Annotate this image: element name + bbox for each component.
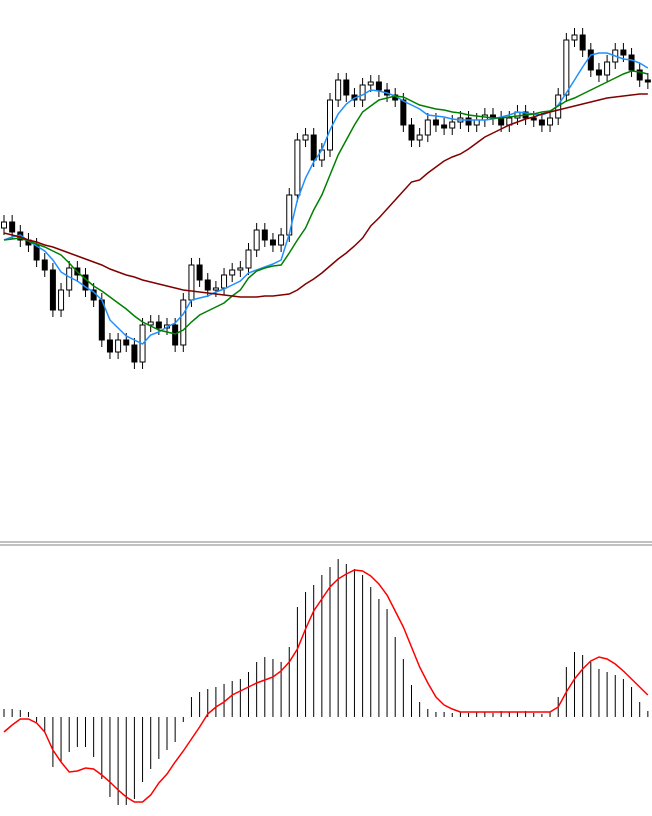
candle-body (123, 339, 130, 346)
candle-body (498, 117, 505, 126)
moving-average-line (3, 70, 649, 335)
candle-body (400, 99, 407, 126)
candle-body (644, 79, 651, 83)
candle-body (465, 117, 472, 126)
candle-body (302, 134, 309, 141)
candle-body (180, 299, 187, 346)
candle-body (221, 274, 228, 289)
candle-body (188, 264, 195, 301)
candle-body (204, 279, 211, 291)
candle-body (335, 79, 342, 101)
candle-body (628, 54, 635, 71)
candle-body (49, 269, 56, 311)
candle-body (106, 339, 113, 353)
candle-body (595, 69, 602, 76)
candle-body (375, 81, 382, 91)
candle-body (538, 119, 545, 126)
candle-body (343, 79, 350, 96)
candle-body (587, 49, 594, 71)
candle-body (41, 259, 48, 271)
candle-body (253, 229, 260, 251)
candle-body (563, 39, 570, 96)
candle-body (33, 244, 40, 261)
candle-body (579, 34, 586, 51)
candle-body (620, 49, 627, 56)
signal-line (3, 569, 649, 803)
candle-body (9, 221, 16, 233)
candle-body (367, 81, 374, 86)
candle-body (261, 229, 268, 241)
candle-body (294, 139, 301, 196)
candle-body (530, 117, 537, 121)
candle-body (441, 124, 448, 129)
candle-body (155, 321, 162, 329)
candle-body (604, 61, 611, 76)
candle-body (229, 269, 236, 276)
candle-body (432, 119, 439, 126)
candle-body (269, 239, 276, 246)
candle-body (310, 134, 317, 161)
candle-body (449, 121, 456, 129)
candle-body (571, 34, 578, 41)
candle-body (1, 221, 7, 229)
candle-body (115, 339, 122, 353)
candle-body (82, 274, 89, 291)
candle-body (66, 267, 73, 291)
candle-body (212, 287, 219, 291)
candle-body (278, 234, 285, 246)
moving-average-line (3, 93, 648, 298)
candle-body (416, 134, 423, 141)
candle-body (131, 344, 138, 363)
candle-body (424, 119, 431, 136)
candle-body (547, 117, 554, 126)
candle-body (172, 324, 179, 346)
candle-body (636, 69, 643, 81)
candle-body (58, 289, 65, 311)
candle-body (147, 321, 154, 326)
candle-body (245, 249, 252, 269)
candle-body (408, 124, 415, 141)
candle-body (359, 84, 366, 101)
candle-body (237, 267, 244, 271)
candle-body (196, 264, 203, 281)
